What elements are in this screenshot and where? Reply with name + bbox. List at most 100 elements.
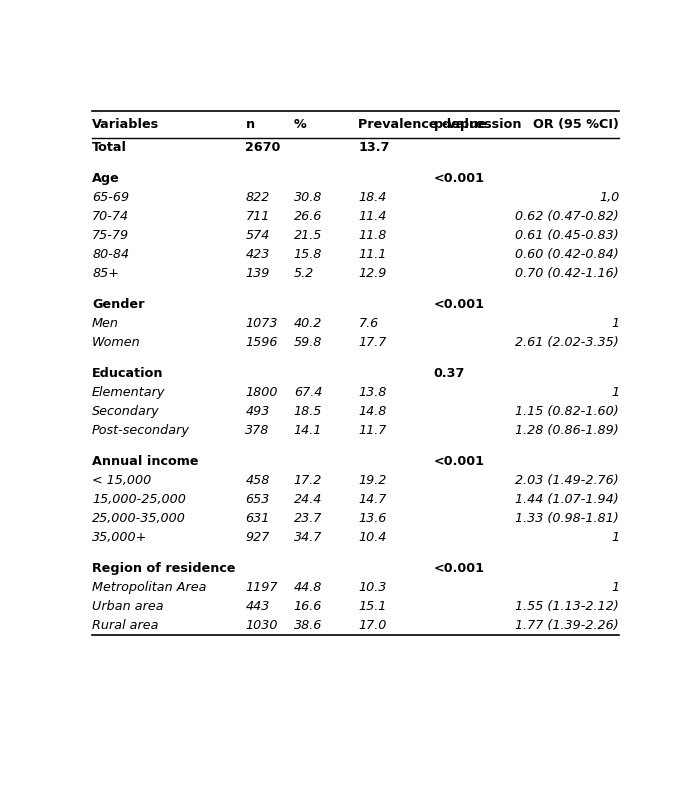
Text: 1.28 (0.86-1.89): 1.28 (0.86-1.89) [516,424,619,437]
Text: 1.15 (0.82-1.60): 1.15 (0.82-1.60) [516,405,619,419]
Text: 14.7: 14.7 [358,493,387,507]
Text: 44.8: 44.8 [294,581,322,594]
Text: < 15,000: < 15,000 [92,474,151,487]
Text: Post-secondary: Post-secondary [92,424,190,437]
Text: 75-79: 75-79 [92,229,129,242]
Text: %: % [294,118,307,131]
Text: Age: Age [92,172,120,185]
Text: 1.55 (1.13-2.12): 1.55 (1.13-2.12) [516,600,619,614]
Text: 11.8: 11.8 [358,229,387,242]
Text: 458: 458 [246,474,270,487]
Text: 26.6: 26.6 [294,210,322,223]
Text: 25,000-35,000: 25,000-35,000 [92,512,186,526]
Text: Women: Women [92,336,141,349]
Text: 15,000-25,000: 15,000-25,000 [92,493,186,507]
Text: 67.4: 67.4 [294,386,322,400]
Text: 11.1: 11.1 [358,248,387,261]
Text: p-value: p-value [434,118,487,131]
Text: 23.7: 23.7 [294,512,322,526]
Text: 59.8: 59.8 [294,336,322,349]
Text: 11.7: 11.7 [358,424,387,437]
Text: 14.1: 14.1 [294,424,322,437]
Text: 18.5: 18.5 [294,405,322,419]
Text: Education: Education [92,368,164,380]
Text: 13.6: 13.6 [358,512,387,526]
Text: Gender: Gender [92,298,144,312]
Text: 1800: 1800 [246,386,278,400]
Text: 12.9: 12.9 [358,268,387,280]
Text: 16.6: 16.6 [294,600,322,614]
Text: 35,000+: 35,000+ [92,531,147,544]
Text: Prevalence depression: Prevalence depression [358,118,522,131]
Text: 1: 1 [611,581,619,594]
Text: 24.4: 24.4 [294,493,322,507]
Text: 85+: 85+ [92,268,119,280]
Text: 1596: 1596 [246,336,278,349]
Text: Rural area: Rural area [92,619,159,632]
Text: 38.6: 38.6 [294,619,322,632]
Text: 7.6: 7.6 [358,317,379,330]
Text: 65-69: 65-69 [92,191,129,205]
Text: 15.1: 15.1 [358,600,387,614]
Text: 1.77 (1.39-2.26): 1.77 (1.39-2.26) [516,619,619,632]
Text: 574: 574 [246,229,270,242]
Text: 1: 1 [611,317,619,330]
Text: 631: 631 [246,512,270,526]
Text: Elementary: Elementary [92,386,165,400]
Text: 0.60 (0.42-0.84): 0.60 (0.42-0.84) [516,248,619,261]
Text: 0.62 (0.47-0.82): 0.62 (0.47-0.82) [516,210,619,223]
Text: 14.8: 14.8 [358,405,387,419]
Text: 1073: 1073 [246,317,278,330]
Text: 0.37: 0.37 [434,368,465,380]
Text: 34.7: 34.7 [294,531,322,544]
Text: 17.0: 17.0 [358,619,387,632]
Text: 17.2: 17.2 [294,474,322,487]
Text: 40.2: 40.2 [294,317,322,330]
Text: 493: 493 [246,405,270,419]
Text: 2.03 (1.49-2.76): 2.03 (1.49-2.76) [516,474,619,487]
Text: 1197: 1197 [246,581,278,594]
Text: Variables: Variables [92,118,159,131]
Text: Annual income: Annual income [92,455,198,468]
Text: 13.8: 13.8 [358,386,387,400]
Text: 70-74: 70-74 [92,210,129,223]
Text: 13.7: 13.7 [358,141,390,154]
Text: 711: 711 [246,210,270,223]
Text: 5.2: 5.2 [294,268,314,280]
Text: 378: 378 [246,424,270,437]
Text: 927: 927 [246,531,270,544]
Text: Metropolitan Area: Metropolitan Area [92,581,207,594]
Text: 2.61 (2.02-3.35): 2.61 (2.02-3.35) [516,336,619,349]
Text: 0.61 (0.45-0.83): 0.61 (0.45-0.83) [516,229,619,242]
Text: 21.5: 21.5 [294,229,322,242]
Text: 653: 653 [246,493,270,507]
Text: 10.4: 10.4 [358,531,387,544]
Text: <0.001: <0.001 [434,562,484,575]
Text: 443: 443 [246,600,270,614]
Text: 1.44 (1.07-1.94): 1.44 (1.07-1.94) [516,493,619,507]
Text: 15.8: 15.8 [294,248,322,261]
Text: 30.8: 30.8 [294,191,322,205]
Text: Total: Total [92,141,127,154]
Text: 80-84: 80-84 [92,248,129,261]
Text: 1: 1 [611,531,619,544]
Text: 139: 139 [246,268,270,280]
Text: Men: Men [92,317,119,330]
Text: 0.70 (0.42-1.16): 0.70 (0.42-1.16) [516,268,619,280]
Text: 10.3: 10.3 [358,581,387,594]
Text: 423: 423 [246,248,270,261]
Text: 1030: 1030 [246,619,278,632]
Text: 822: 822 [246,191,270,205]
Text: 18.4: 18.4 [358,191,387,205]
Text: OR (95 %CI): OR (95 %CI) [534,118,619,131]
Text: <0.001: <0.001 [434,455,484,468]
Text: Secondary: Secondary [92,405,160,419]
Text: 2670: 2670 [246,141,281,154]
Text: 1: 1 [611,386,619,400]
Text: 1.33 (0.98-1.81): 1.33 (0.98-1.81) [516,512,619,526]
Text: Urban area: Urban area [92,600,164,614]
Text: 19.2: 19.2 [358,474,387,487]
Text: 17.7: 17.7 [358,336,387,349]
Text: <0.001: <0.001 [434,298,484,312]
Text: 1,0: 1,0 [599,191,619,205]
